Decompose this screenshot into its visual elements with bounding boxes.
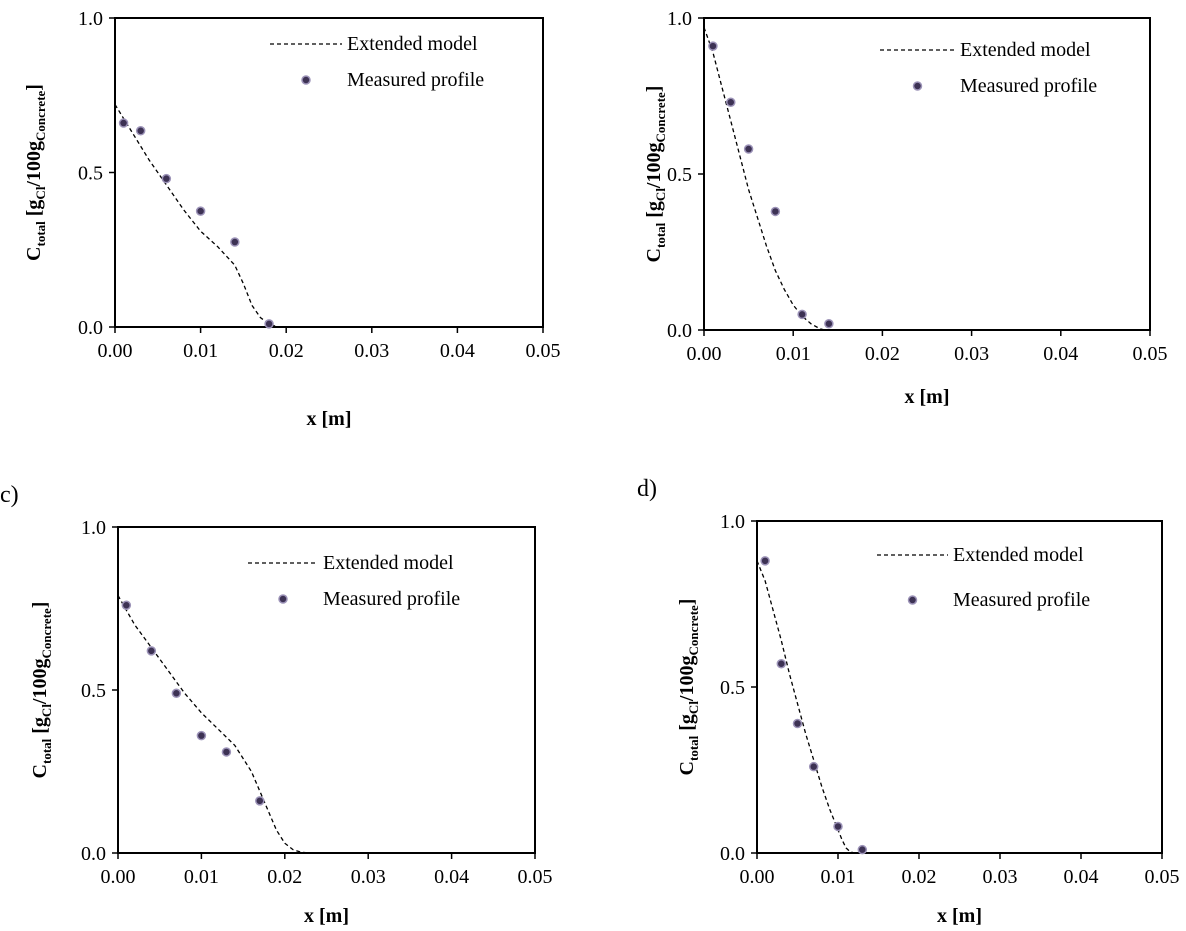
plot-frame <box>117 526 536 854</box>
chart-panel-2: 0.00 0.01 0.02 0.03 0.04 0.05 0.0 0.5 1.0 x [m] Ct… <box>643 8 1168 408</box>
x-tick-label: 0.02 <box>902 866 937 888</box>
measured-point <box>195 206 206 216</box>
chart-panel-3: 0.00 0.01 0.02 0.03 0.04 0.05 0.0 0.5 1.0 x [m] Ct… <box>0 482 553 927</box>
measured-point <box>708 41 718 51</box>
measured-point <box>743 144 754 154</box>
measured-point <box>255 796 265 806</box>
x-tick-label: 0.04 <box>1064 866 1099 888</box>
y-tick-label: 0.5 <box>81 680 106 702</box>
measured-point <box>726 97 736 107</box>
measured-point <box>135 126 146 136</box>
measured-point <box>760 556 770 566</box>
y-tick-label: 0.0 <box>720 843 745 865</box>
measured-point <box>833 821 843 832</box>
measured-point <box>776 659 787 669</box>
x-tick-label: 0.02 <box>865 343 900 365</box>
x-axis-label: x [m] <box>905 386 950 408</box>
plot-frame <box>114 17 544 328</box>
x-tick-label: 0.01 <box>183 340 218 362</box>
y-tick-label: 0.0 <box>667 320 692 342</box>
legend-marker-swatch <box>278 594 288 604</box>
y-tick-label: 0.5 <box>78 163 103 185</box>
x-axis-label: x [m] <box>304 905 349 927</box>
plot-frame <box>756 520 1163 854</box>
panel-label: d) <box>637 476 657 502</box>
y-axis-label: Ctotal [gCl/100gConcrete] <box>643 86 668 263</box>
x-tick-label: 0.00 <box>740 866 775 888</box>
x-tick-label: 0.03 <box>354 340 389 362</box>
x-tick-label: 0.00 <box>687 343 722 365</box>
measured-point <box>770 206 781 217</box>
measured-point <box>146 646 157 656</box>
x-tick-label: 0.03 <box>983 866 1018 888</box>
x-tick-label: 0.00 <box>101 866 136 888</box>
chart-panel-1: 0.00 0.01 0.02 0.03 0.04 0.05 0.0 0.5 1.0 x [m] Ct… <box>23 8 561 430</box>
model-curve <box>117 595 310 854</box>
x-tick-label: 0.03 <box>351 866 386 888</box>
y-tick-label: 1.0 <box>667 8 692 30</box>
x-tick-label: 0.05 <box>1145 866 1180 888</box>
legend-label-model: Extended model <box>953 544 1084 566</box>
measured-point <box>221 747 232 757</box>
measured-point <box>196 730 207 741</box>
legend-marker-swatch <box>907 595 918 605</box>
x-tick-label: 0.04 <box>1043 343 1078 365</box>
x-tick-label: 0.04 <box>434 866 469 888</box>
legend-label-model: Extended model <box>960 39 1091 61</box>
measured-point <box>808 761 819 772</box>
y-tick-label: 0.0 <box>81 843 106 865</box>
measured-point <box>171 688 182 699</box>
x-tick-label: 0.05 <box>1133 343 1168 365</box>
measured-point <box>797 309 807 320</box>
x-tick-label: 0.02 <box>267 866 302 888</box>
x-axis-label: x [m] <box>937 905 982 927</box>
measured-point <box>857 844 868 855</box>
x-tick-label: 0.01 <box>821 866 856 888</box>
x-tick-label: 0.05 <box>518 866 553 888</box>
legend-label-measured: Measured profile <box>960 75 1097 97</box>
measured-point <box>118 118 129 128</box>
x-tick-label: 0.04 <box>440 340 475 362</box>
y-tick-label: 1.0 <box>720 511 745 533</box>
legend-label-measured: Measured profile <box>953 589 1090 611</box>
y-axis-label: Ctotal [gCl/100gConcrete] <box>676 599 701 776</box>
y-tick-label: 1.0 <box>78 8 103 30</box>
x-tick-label: 0.02 <box>269 340 304 362</box>
plot-frame <box>703 17 1151 331</box>
measured-point <box>824 319 834 329</box>
y-axis-label: Ctotal [gCl/100gConcrete] <box>23 84 48 261</box>
y-tick-label: 0.5 <box>720 677 745 699</box>
x-tick-label: 0.01 <box>184 866 219 888</box>
model-curve <box>114 104 278 328</box>
x-tick-label: 0.03 <box>954 343 989 365</box>
measured-point <box>792 718 803 729</box>
y-axis-label: Ctotal [gCl/100gConcrete] <box>29 602 54 779</box>
measured-point <box>161 173 172 184</box>
x-tick-label: 0.00 <box>98 340 133 362</box>
model-curve <box>703 27 825 331</box>
x-axis-label: x [m] <box>307 408 352 430</box>
legend-marker-swatch <box>912 81 923 91</box>
chart-panel-4: 0.00 0.01 0.02 0.03 0.04 0.05 0.0 0.5 1.0 x [m] Ct… <box>637 476 1180 927</box>
x-tick-label: 0.01 <box>776 343 811 365</box>
legend-label-measured: Measured profile <box>347 69 484 91</box>
legend-label-model: Extended model <box>347 33 478 55</box>
legend-label-measured: Measured profile <box>323 588 460 610</box>
legend-label-model: Extended model <box>323 552 454 574</box>
measured-point <box>230 237 240 247</box>
panel-label: c) <box>0 482 19 508</box>
legend-marker-swatch <box>301 75 311 85</box>
measured-point <box>121 600 132 610</box>
measured-point <box>264 319 274 329</box>
y-tick-label: 0.5 <box>667 164 692 186</box>
model-curve <box>756 560 855 854</box>
y-tick-label: 1.0 <box>81 517 106 539</box>
y-tick-label: 0.0 <box>78 317 103 339</box>
x-tick-label: 0.05 <box>526 340 561 362</box>
